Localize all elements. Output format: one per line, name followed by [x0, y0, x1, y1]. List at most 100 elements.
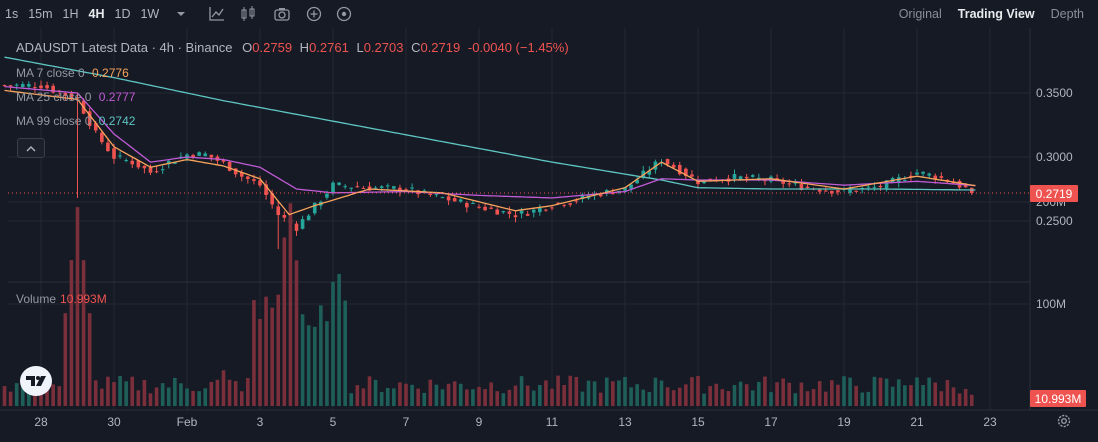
volume-bar: [574, 376, 579, 406]
candle: [142, 165, 147, 169]
view-original[interactable]: Original: [898, 7, 942, 21]
volume-bar: [458, 383, 463, 406]
volume-bar: [556, 375, 560, 406]
volume-bar: [142, 379, 147, 406]
candle: [349, 187, 354, 189]
plus-circle-icon[interactable]: [306, 6, 322, 22]
volume-tick-label: 100M: [1036, 297, 1066, 311]
volume-bar: [933, 382, 938, 406]
view-depth[interactable]: Depth: [1050, 7, 1084, 21]
volume-bar: [568, 375, 573, 406]
timeframe-1d[interactable]: 1D: [114, 7, 131, 21]
camera-icon[interactable]: [274, 7, 290, 21]
volume-bar: [349, 393, 354, 406]
volume-bar: [282, 237, 287, 406]
volume-bar: [173, 377, 177, 406]
volume-bar: [221, 370, 226, 406]
volume-bar: [477, 386, 481, 406]
tradingview-logo[interactable]: [20, 366, 52, 396]
candle: [465, 203, 469, 208]
timeframe-4h[interactable]: 4H: [88, 7, 105, 21]
collapse-legend-button[interactable]: [17, 138, 45, 158]
volume-bar: [100, 388, 104, 406]
volume-bar: [909, 385, 913, 406]
candle: [446, 196, 451, 201]
candle: [550, 207, 554, 209]
volume-bar: [538, 385, 542, 406]
candle: [100, 132, 104, 143]
candle: [477, 206, 481, 208]
volume-bar: [246, 378, 250, 406]
volume-bar: [45, 390, 49, 406]
volume-bar: [428, 379, 433, 406]
chevron-down-icon[interactable]: [176, 10, 186, 18]
volume-bar: [215, 379, 220, 406]
timeframe-15m[interactable]: 15m: [28, 7, 53, 21]
close-value: 0.2719: [420, 40, 461, 55]
candle: [118, 155, 122, 157]
candle: [331, 182, 335, 194]
candle: [27, 83, 31, 87]
time-tick-label: 30: [107, 415, 121, 429]
candle: [781, 180, 785, 184]
candle: [501, 211, 506, 213]
candle: [191, 154, 195, 158]
candle: [203, 153, 208, 157]
volume-bar: [465, 389, 469, 406]
candle: [489, 207, 493, 209]
time-tick-label: 23: [983, 415, 997, 429]
candle: [690, 174, 694, 177]
volume-bar: [896, 379, 901, 406]
volume-bar: [811, 389, 816, 406]
timeframe-1s[interactable]: 1s: [5, 7, 19, 21]
timeframe-1w[interactable]: 1W: [140, 7, 160, 21]
candle: [915, 172, 919, 175]
volume-bar: [81, 260, 86, 406]
volume-bar: [720, 389, 725, 406]
volume-bar: [763, 376, 767, 406]
high-label: H: [299, 40, 310, 55]
view-trading-view[interactable]: Trading View: [957, 7, 1035, 21]
volume-bar: [635, 384, 639, 406]
ma7-line: [4, 89, 976, 216]
volume-bar: [641, 389, 646, 406]
candle: [233, 168, 238, 175]
candle: [963, 184, 968, 188]
volume-bar: [343, 300, 347, 406]
volume-bar: [623, 376, 627, 406]
ma7-legend: MA 7 close 0 0.2776: [16, 66, 129, 80]
candle: [519, 210, 524, 214]
volume-bar: [775, 382, 779, 406]
candle: [866, 186, 871, 188]
volume-bar: [27, 385, 31, 406]
volume-bar: [106, 376, 110, 406]
volume-bar: [160, 383, 165, 406]
ma25-line: [4, 85, 976, 199]
candle: [531, 209, 536, 213]
candle: [598, 194, 603, 197]
ma99-label: MA 99 close 0: [16, 114, 92, 128]
candles-icon[interactable]: [240, 6, 256, 22]
volume-bar: [325, 321, 329, 406]
open-label: O: [242, 40, 253, 55]
indicator-icon[interactable]: [336, 6, 352, 22]
timeframe-1h[interactable]: 1H: [62, 7, 79, 21]
line-chart-icon[interactable]: [208, 6, 226, 22]
candle: [325, 193, 329, 198]
candle: [805, 186, 810, 188]
view-switcher: Original Trading View Depth: [883, 0, 1084, 28]
volume-bar: [14, 383, 19, 406]
settings-gear-icon[interactable]: [1056, 413, 1072, 434]
candle: [404, 189, 408, 191]
ma7-label: MA 7 close 0: [16, 66, 85, 80]
volume-bar: [355, 385, 360, 406]
volume-bar: [75, 207, 80, 406]
candle: [239, 172, 244, 177]
volume-bar: [471, 389, 475, 406]
volume-bar: [179, 383, 183, 406]
volume-bar: [823, 391, 828, 406]
candle: [525, 214, 530, 216]
candle: [617, 190, 621, 192]
volume-bar: [148, 393, 153, 406]
